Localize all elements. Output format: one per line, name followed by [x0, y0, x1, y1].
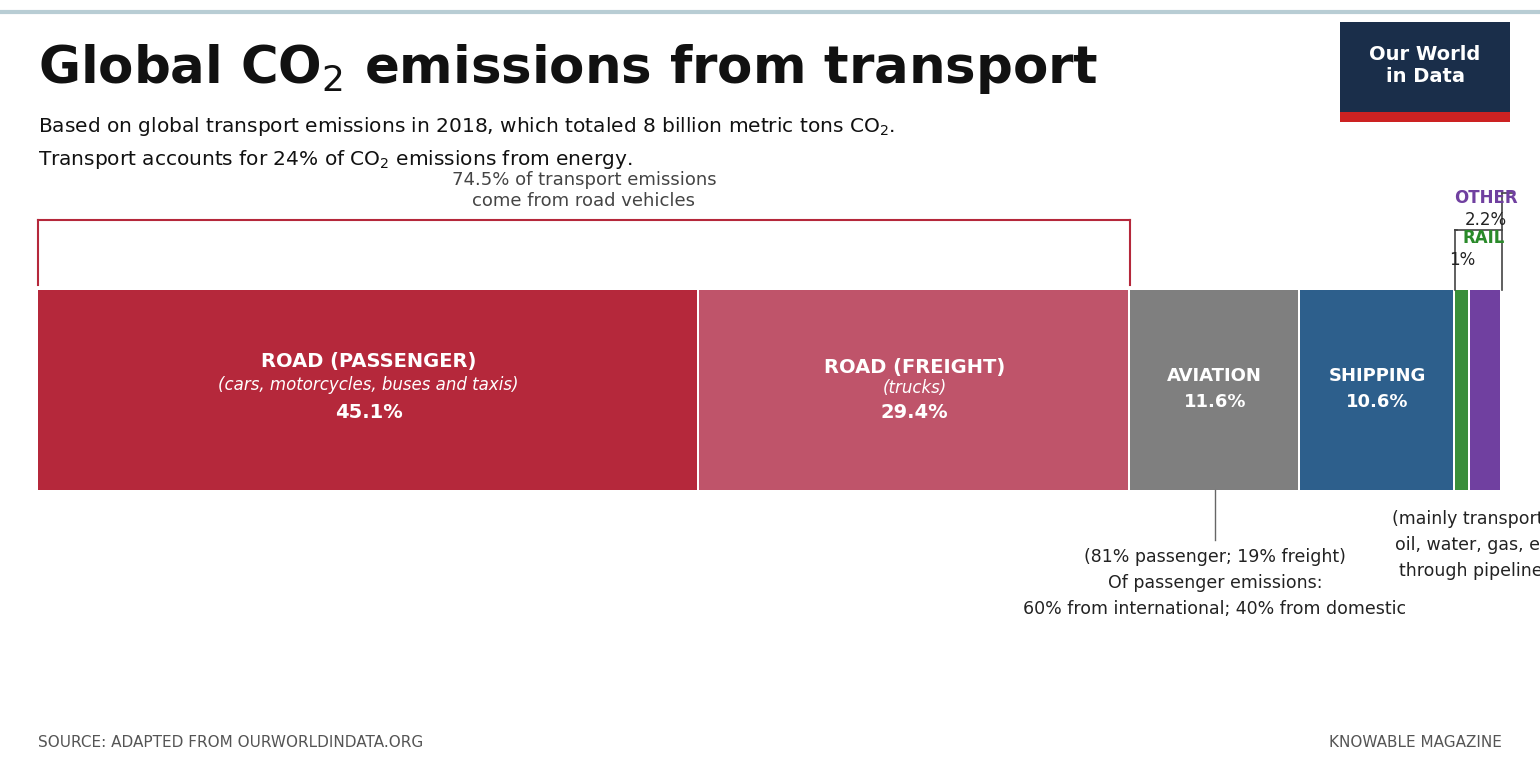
Text: (81% passenger; 19% freight): (81% passenger; 19% freight) — [1084, 548, 1346, 566]
Bar — [1130, 290, 1298, 490]
Bar — [38, 290, 698, 490]
Text: KNOWABLE MAGAZINE: KNOWABLE MAGAZINE — [1329, 735, 1502, 750]
Text: 74.5% of transport emissions
come from road vehicles: 74.5% of transport emissions come from r… — [451, 171, 716, 210]
Text: 11.6%: 11.6% — [1184, 393, 1246, 411]
Text: ROAD (FREIGHT): ROAD (FREIGHT) — [824, 358, 1006, 377]
Text: through pipelines): through pipelines) — [1398, 562, 1540, 580]
Bar — [1300, 290, 1454, 490]
FancyBboxPatch shape — [1340, 22, 1511, 122]
Text: 2.2%: 2.2% — [1465, 211, 1508, 229]
Text: SOURCE: ADAPTED FROM OURWORLDINDATA.ORG: SOURCE: ADAPTED FROM OURWORLDINDATA.ORG — [38, 735, 424, 750]
Text: Transport accounts for 24% of CO$_2$ emissions from energy.: Transport accounts for 24% of CO$_2$ emi… — [38, 148, 633, 171]
Text: Our World
in Data: Our World in Data — [1369, 44, 1480, 86]
Bar — [1455, 290, 1468, 490]
Text: (trucks): (trucks) — [882, 379, 947, 397]
Text: 60% from international; 40% from domestic: 60% from international; 40% from domesti… — [1023, 600, 1406, 618]
Text: Based on global transport emissions in 2018, which totaled 8 billion metric tons: Based on global transport emissions in 2… — [38, 115, 895, 138]
FancyBboxPatch shape — [1340, 112, 1511, 122]
Text: 29.4%: 29.4% — [881, 403, 949, 422]
Text: OTHER: OTHER — [1454, 189, 1518, 207]
Text: Global CO$_2$ emissions from transport: Global CO$_2$ emissions from transport — [38, 42, 1098, 96]
Bar — [699, 290, 1127, 490]
Text: ROAD (PASSENGER): ROAD (PASSENGER) — [260, 352, 476, 371]
Text: 10.6%: 10.6% — [1346, 393, 1409, 411]
Text: 1%: 1% — [1449, 251, 1475, 269]
Text: (cars, motorcycles, buses and taxis): (cars, motorcycles, buses and taxis) — [219, 376, 519, 394]
Text: oil, water, gas, etc.: oil, water, gas, etc. — [1395, 536, 1540, 554]
Text: AVIATION: AVIATION — [1167, 367, 1263, 385]
Text: Of passenger emissions:: Of passenger emissions: — [1107, 574, 1321, 592]
Text: (mainly transport of: (mainly transport of — [1392, 510, 1540, 528]
Text: 45.1%: 45.1% — [334, 403, 402, 422]
Text: SHIPPING: SHIPPING — [1329, 367, 1426, 385]
Bar — [1469, 290, 1500, 490]
Text: RAIL: RAIL — [1463, 229, 1505, 247]
